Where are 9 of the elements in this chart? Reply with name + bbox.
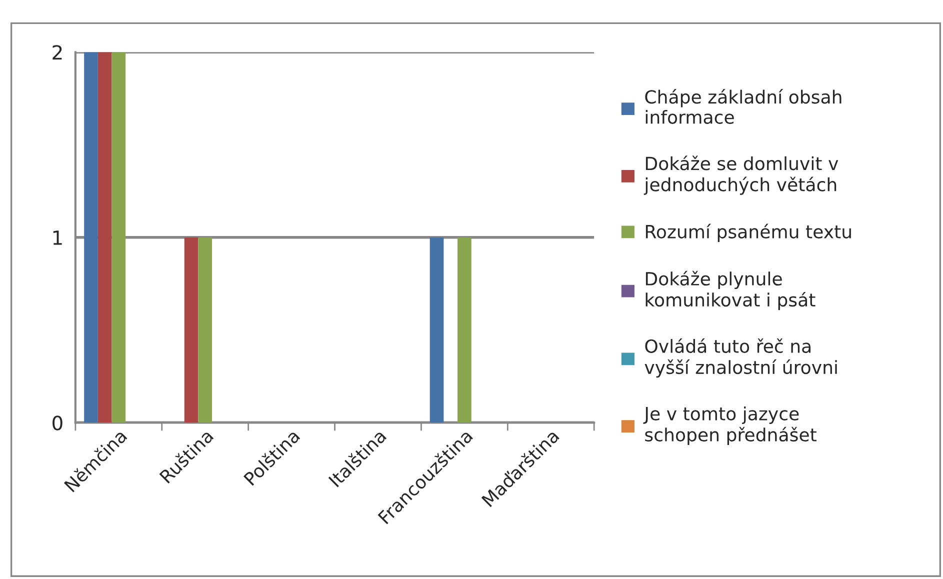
legend-label: Je v tomto jazyce schopen přednášet bbox=[643, 406, 816, 446]
legend-label: Rozumí psanému textu bbox=[646, 224, 851, 242]
legend-label: Dokáže se domluvit v jednoduchých větách bbox=[644, 156, 838, 195]
y-tick-label: 0 bbox=[52, 416, 62, 430]
legend-label: Ovládá tuto řeč na vyšší znalostní úrovni bbox=[644, 338, 837, 378]
y-tick-label: 1 bbox=[53, 230, 62, 245]
legend-label: Dokáže plynule komunikovat i psát bbox=[646, 270, 816, 310]
y-tick-label: 2 bbox=[52, 45, 62, 60]
legend-label: Chápe základní obsah informace bbox=[645, 89, 842, 124]
